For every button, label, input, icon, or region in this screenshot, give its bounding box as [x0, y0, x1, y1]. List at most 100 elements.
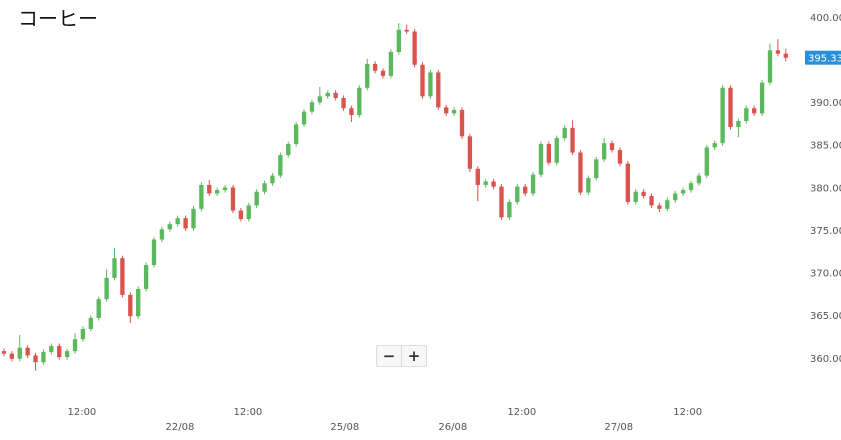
candle-body	[128, 294, 133, 317]
candle-body	[617, 149, 623, 164]
candle-body	[759, 82, 765, 114]
y-tick-label: 400.00	[810, 13, 841, 24]
candle-body	[775, 50, 781, 54]
candle-body	[412, 31, 417, 65]
zoom-controls: − +	[376, 345, 427, 367]
candle-body	[586, 178, 591, 193]
candle-body	[436, 72, 441, 108]
candle-body	[80, 328, 86, 340]
candle-body	[380, 70, 386, 76]
candle-body	[325, 92, 330, 97]
candle-body	[183, 218, 188, 229]
candle-body	[515, 186, 520, 202]
candle-body	[491, 181, 496, 187]
candle-body	[349, 108, 354, 116]
candle-body	[554, 138, 559, 163]
chart-title: コーヒー	[18, 7, 98, 31]
candle-body	[404, 29, 409, 32]
x-tick-label: 12:00	[673, 407, 702, 418]
candle-body	[167, 224, 172, 230]
candle-body	[744, 108, 749, 122]
candle-body	[301, 111, 307, 125]
candle-body	[720, 87, 725, 144]
candle-body	[752, 108, 757, 114]
candle-body	[728, 87, 733, 127]
x-date-label: 25/08	[330, 422, 359, 433]
candle-body	[680, 190, 686, 194]
candle-body	[562, 127, 567, 139]
x-date-label: 27/08	[604, 422, 633, 433]
candle-body	[238, 210, 244, 220]
candle-body	[609, 143, 615, 150]
zoom-out-button[interactable]: −	[382, 347, 396, 365]
candle-body	[270, 175, 275, 184]
candle-body	[57, 346, 62, 358]
candle-body	[372, 63, 378, 71]
candle-body	[594, 159, 599, 179]
candle-body	[570, 127, 575, 153]
candle-body	[365, 63, 370, 88]
candle-body	[499, 186, 504, 218]
candle-body	[578, 152, 583, 193]
x-tick-label: 12:00	[233, 407, 262, 418]
candle-body	[159, 229, 165, 240]
candle-body	[736, 121, 741, 127]
candle-body	[783, 53, 788, 58]
candle-body	[467, 136, 473, 169]
candle-body	[136, 288, 141, 317]
candle-body	[120, 258, 125, 295]
candle-body	[483, 181, 488, 185]
candle-body	[625, 163, 631, 202]
candle-body	[341, 98, 346, 109]
y-tick-label: 380.00	[810, 183, 841, 194]
x-tick-label: 12:00	[67, 407, 96, 418]
candle-body	[215, 190, 220, 194]
candle-body	[88, 317, 93, 329]
zoom-in-button[interactable]: +	[401, 346, 426, 366]
candle-body	[530, 174, 536, 194]
candle-body	[191, 208, 196, 229]
candle-body	[696, 175, 702, 184]
candle-body	[451, 109, 457, 114]
candle-body	[254, 191, 259, 206]
candle-body	[767, 50, 773, 83]
candle-body	[396, 29, 401, 52]
candle-body	[712, 143, 717, 148]
candle-body	[688, 183, 694, 191]
candle-body	[317, 96, 323, 103]
candle-body	[199, 184, 204, 209]
y-tick-label: 375.00	[810, 226, 841, 237]
candle-body	[64, 351, 70, 358]
candle-body	[9, 353, 15, 359]
candle-body	[546, 144, 552, 163]
candle-body	[357, 87, 362, 116]
candle-body	[104, 277, 109, 300]
price-label-box	[805, 50, 841, 65]
candle-body	[633, 191, 638, 202]
y-tick-label: 360.00	[810, 354, 841, 365]
candle-body	[538, 144, 544, 175]
candle-body	[444, 107, 449, 114]
candle-body	[420, 64, 425, 97]
candle-body	[143, 265, 149, 289]
candle-body	[72, 339, 78, 352]
candle-body	[112, 258, 117, 278]
candle-body	[649, 196, 654, 206]
candle-body	[665, 200, 670, 209]
candle-body	[657, 205, 662, 209]
candle-body	[475, 168, 480, 185]
candle-body	[207, 184, 212, 194]
candle-body	[230, 187, 236, 211]
x-tick-label: 12:00	[507, 407, 536, 418]
candle-body	[33, 355, 38, 363]
current-price-label: 395.33	[808, 54, 841, 65]
candle-body	[428, 72, 433, 97]
candle-body	[17, 347, 22, 359]
x-date-label: 26/08	[438, 422, 467, 433]
y-tick-label: 385.00	[810, 141, 841, 152]
candle-body	[388, 51, 394, 76]
x-date-label: 22/08	[165, 422, 194, 433]
candle-body	[222, 187, 228, 191]
candle-body	[459, 109, 465, 137]
